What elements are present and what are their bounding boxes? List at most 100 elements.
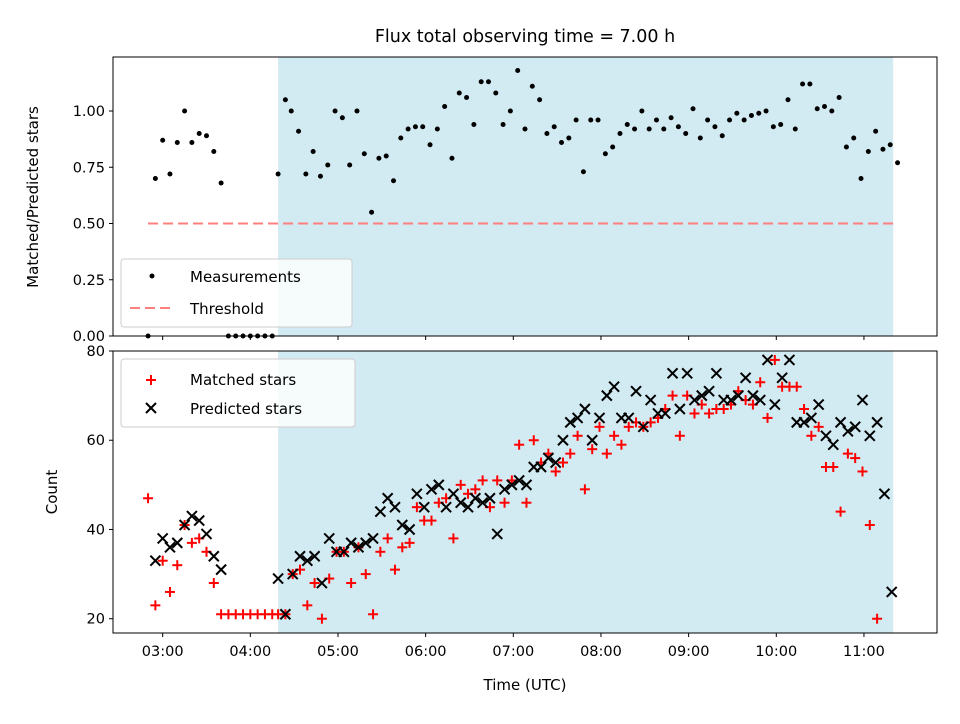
measurement-point [887,142,893,148]
predicted-star-point [352,541,365,554]
predicted-star-point [476,497,489,509]
matched-star-point [448,533,459,544]
predicted-star-point [520,479,533,491]
measurement-point [282,97,288,103]
matched-star-point [718,404,729,415]
predicted-star-point [886,586,898,598]
measurement-point [865,149,871,154]
measurement-point [485,79,491,85]
predicted-star-point [674,403,686,415]
measurement-point [748,113,754,118]
matched-star-point [455,479,466,490]
measurement-point [218,180,224,186]
measurement-point [741,117,747,123]
measurement-point [763,108,769,114]
predicted-star-point [462,501,474,513]
legend-predicted-label: Predicted stars [190,400,302,418]
predicted-star-point [571,412,584,424]
matched-star-point [762,412,773,423]
measurement-point [661,126,667,132]
matched-star-point [791,381,802,392]
predicted-star-point [367,532,379,545]
measurement-point [770,124,776,130]
measurement-point [420,124,426,130]
measurement-point [610,144,616,150]
matched-star-point [521,497,532,508]
measurement-point [566,135,572,141]
measurement-point [624,122,630,127]
predicted-star-point [864,430,876,442]
measurement-point [303,171,309,177]
predicted-star-point [396,519,408,531]
measurement-point [167,171,173,177]
matched-star-point [850,453,861,464]
predicted-star-point [164,541,176,554]
predicted-star-point [279,608,292,620]
measurement-point [617,131,623,136]
measurement-point [204,133,210,139]
predicted-star-point [506,479,518,491]
measurement-point [719,133,725,139]
measurement-point [602,151,608,157]
matched-star-point [842,448,853,459]
legend-matched-marker [146,375,156,385]
legend-predicted-marker [145,402,157,414]
measurement-point [559,140,565,145]
matched-star-point [769,354,780,365]
predicted-star-point [644,394,657,406]
predicted-star-point [178,519,191,531]
measurement-point [551,124,557,130]
x-tick-label: 10:00 [755,644,797,660]
measurement-point [785,97,791,103]
matched-star-point [470,484,481,495]
bottom-x-ticks: 03:00 04:00 05:00 06:00 07:00 08:00 09:00 10:00… [142,633,885,660]
top-y-ticks: 0.00 0.25 0.50 0.75 1.00 [73,104,113,345]
predicted-star-point [498,483,511,496]
x-tick-label: 07:00 [492,644,534,660]
legend-threshold-label: Threshold [189,300,264,318]
predicted-star-point [455,497,467,509]
predicted-star-point [593,412,606,424]
matched-star-point [368,609,379,620]
y-tick-label: 0.00 [73,329,105,345]
predicted-star-point [834,416,847,429]
matched-star-point [623,421,634,432]
x-tick-label: 04:00 [229,644,271,660]
measurement-point [653,117,659,123]
measurement-point [522,126,528,132]
matched-star-point [704,408,715,419]
measurement-point [182,108,188,114]
x-tick-label: 08:00 [580,644,622,660]
x-tick-label: 09:00 [668,644,710,660]
measurement-point [851,135,857,141]
matched-star-point [864,520,875,531]
top-y-axis-label: Matched/Predicted stars [24,106,42,288]
bottom-plot-frame [112,350,938,634]
predicted-star-point [842,425,854,438]
y-tick-label: 20 [87,612,105,628]
measurement-point [639,108,645,114]
x-tick-label: 03:00 [142,644,184,660]
predicted-star-point [878,488,891,500]
bottom-y-ticks: 20 40 60 80 [87,344,113,628]
x-tick-label: 06:00 [405,644,447,660]
measurement-point [174,140,180,145]
predicted-stars-points [149,354,898,620]
measurement-point [544,131,550,136]
predicted-star-point [535,461,547,473]
measurement-point [880,146,886,152]
matched-star-point [828,462,839,473]
y-tick-label: 0.25 [73,273,105,289]
measurement-point [588,117,594,123]
measurement-point [412,124,418,130]
matched-star-point [164,586,175,597]
measurement-point [347,162,353,168]
matched-star-point [835,506,846,517]
predicted-star-point [411,488,423,500]
bottom-legend: Matched stars Predicted stars [120,358,356,428]
measurement-point [310,149,316,154]
predicted-star-point [440,501,452,513]
measurement-point [843,144,849,150]
measurement-point [471,122,477,127]
matched-star-point [499,497,510,508]
